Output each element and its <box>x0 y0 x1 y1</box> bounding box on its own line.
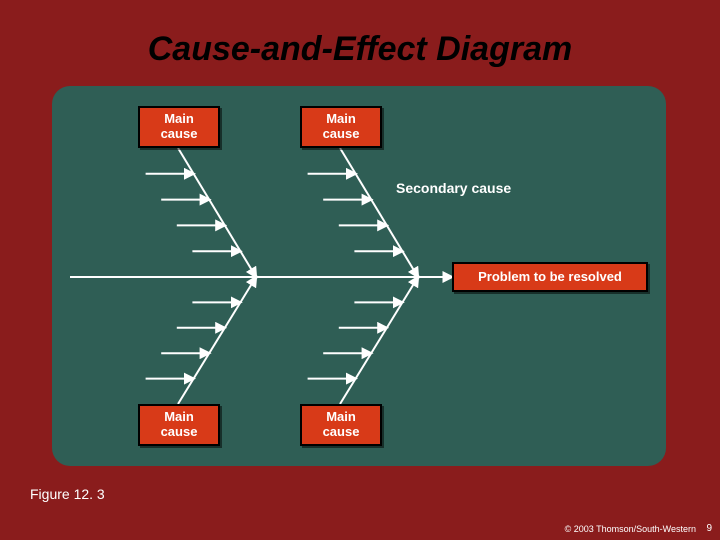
main-cause-box-bottom-left: Main cause <box>138 404 220 446</box>
secondary-cause-label: Secondary cause <box>396 180 511 196</box>
problem-box: Problem to be resolved <box>452 262 648 292</box>
box-label: Main cause <box>323 410 360 440</box>
main-cause-box-top-right: Main cause <box>300 106 382 148</box>
main-cause-box-top-left: Main cause <box>138 106 220 148</box>
slide: Cause-and-Effect Diagram Main cause Main… <box>0 0 720 540</box>
box-label: Main cause <box>161 112 198 142</box>
box-label: Main cause <box>161 410 198 440</box>
copyright-text: © 2003 Thomson/South-Western <box>565 524 696 534</box>
figure-label: Figure 12. 3 <box>30 486 105 502</box>
page-number: 9 <box>706 523 712 534</box>
box-label: Main cause <box>323 112 360 142</box>
main-cause-box-bottom-right: Main cause <box>300 404 382 446</box>
box-label: Problem to be resolved <box>478 270 622 285</box>
